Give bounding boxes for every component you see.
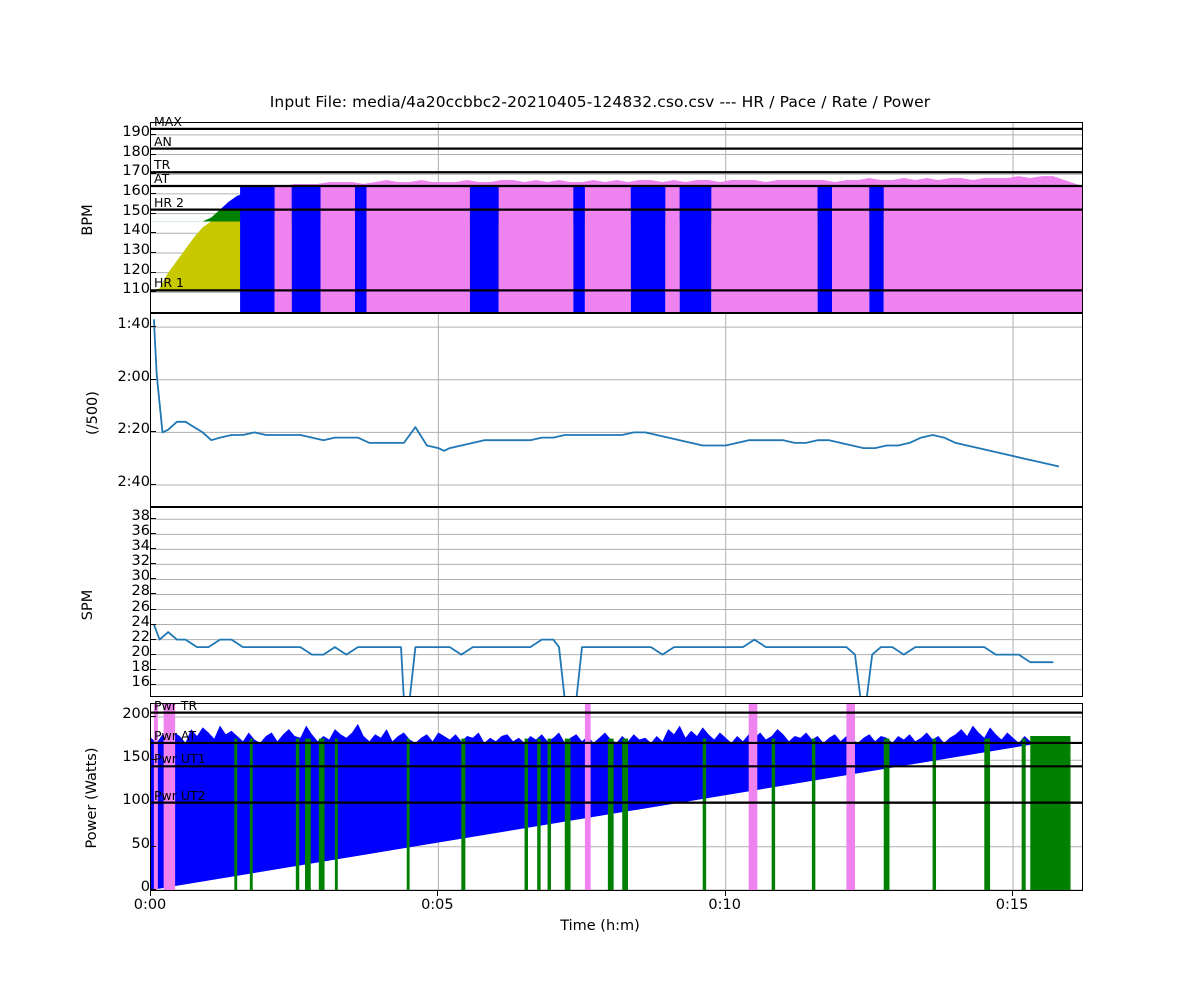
y-tick-mark <box>151 533 156 535</box>
y-tick-mark <box>151 578 156 580</box>
x-tick: 0:05 <box>421 897 454 913</box>
x-tick-mark <box>1012 891 1014 896</box>
pace-y-tick: 2:00 <box>117 368 150 385</box>
y-tick-mark <box>151 653 156 655</box>
y-tick-mark <box>151 668 156 670</box>
y-tick-mark <box>151 251 156 253</box>
y-tick-mark <box>151 889 156 890</box>
y-tick-mark <box>151 683 156 685</box>
y-tick-mark <box>151 715 156 717</box>
power-y-tick: 150 <box>122 749 150 766</box>
y-tick-mark <box>151 548 156 550</box>
hr-y-tick: 150 <box>122 202 150 219</box>
spm-y-tick: 22 <box>131 628 150 645</box>
pace-axis-label: (/500) <box>85 391 101 435</box>
pace-y-tick: 2:20 <box>117 421 150 438</box>
hr-threshold-hr-2: HR 2 <box>154 194 185 210</box>
y-tick-mark <box>151 212 156 214</box>
y-tick-mark <box>151 638 156 640</box>
x-tick: 0:15 <box>995 897 1029 913</box>
y-tick-mark <box>151 483 156 485</box>
y-tick-mark <box>151 133 156 135</box>
y-tick-mark <box>151 802 156 804</box>
spm-y-tick: 20 <box>131 643 150 660</box>
y-tick-mark <box>151 845 156 847</box>
spm-y-tick: 18 <box>131 658 150 675</box>
power-threshold-pwr-ut1: Pwr UT1 <box>154 751 206 767</box>
hr-y-tick: 160 <box>122 182 150 199</box>
y-tick-mark <box>151 232 156 234</box>
spm-y-tick: 28 <box>131 583 150 600</box>
hr-y-tick: 130 <box>122 241 150 258</box>
y-tick-mark <box>151 326 156 328</box>
spm-y-tick: 24 <box>131 613 150 630</box>
x-tick: 0:00 <box>133 897 167 913</box>
power-y-tick: 100 <box>122 792 150 809</box>
x-axis-label: Time (h:m) <box>560 918 640 934</box>
hr-y-tick: 110 <box>122 281 150 298</box>
y-tick-mark <box>151 623 156 625</box>
hr-threshold-an: AN <box>154 133 172 149</box>
spm-y-tick: 34 <box>131 538 150 555</box>
y-tick-mark <box>151 173 156 175</box>
hr-threshold-max: MAX <box>154 113 182 129</box>
spm-y-tick: 36 <box>131 523 150 540</box>
power-y-tick: 0 <box>140 879 150 895</box>
y-tick-mark <box>151 291 156 293</box>
y-tick-mark <box>151 563 156 565</box>
x-tick-mark <box>437 891 439 896</box>
hr-threshold-tr: TR <box>154 157 171 173</box>
y-tick-mark <box>151 608 156 610</box>
figure-title: Input File: media/4a20ccbbc2-20210405-12… <box>269 93 931 111</box>
hr-threshold-at: AT <box>154 171 170 186</box>
spm-y-tick: 38 <box>131 508 150 525</box>
x-tick-mark <box>150 891 151 896</box>
y-tick-mark <box>151 518 156 520</box>
spm-y-tick: 32 <box>131 553 150 570</box>
spm-y-tick: 30 <box>131 568 150 585</box>
x-tick-mark <box>724 891 726 896</box>
power-y-tick: 200 <box>122 705 150 722</box>
hr-panel <box>150 122 1083 313</box>
x-tick: 0:10 <box>708 897 741 913</box>
pace-y-tick: 1:40 <box>117 316 150 333</box>
y-tick-mark <box>151 192 156 194</box>
power-panel <box>150 703 1083 891</box>
power-threshold-pwr-ut2: Pwr UT2 <box>154 787 206 803</box>
pace-panel <box>150 313 1083 507</box>
power-y-tick: 50 <box>131 835 150 852</box>
y-tick-mark <box>151 759 156 761</box>
y-tick-mark <box>151 593 156 595</box>
y-tick-mark <box>151 431 156 433</box>
hr-threshold-hr-1: HR 1 <box>154 275 185 291</box>
power-threshold-pwr-tr: Pwr TR <box>154 697 198 713</box>
hr-y-tick: 140 <box>122 222 150 239</box>
y-tick-mark <box>151 153 156 155</box>
y-tick-mark <box>151 378 156 380</box>
power-threshold-pwr-at: Pwr AT <box>154 727 197 743</box>
y-tick-mark <box>151 271 156 273</box>
spm-y-tick: 26 <box>131 598 150 615</box>
spm-y-tick: 16 <box>131 673 150 690</box>
hr-y-tick: 190 <box>122 123 150 140</box>
pace-y-tick: 2:40 <box>117 473 150 490</box>
spm-panel <box>150 507 1083 697</box>
hr-y-tick: 120 <box>122 261 150 278</box>
hr-y-tick: 170 <box>122 163 150 180</box>
hr-y-tick: 180 <box>122 143 150 160</box>
